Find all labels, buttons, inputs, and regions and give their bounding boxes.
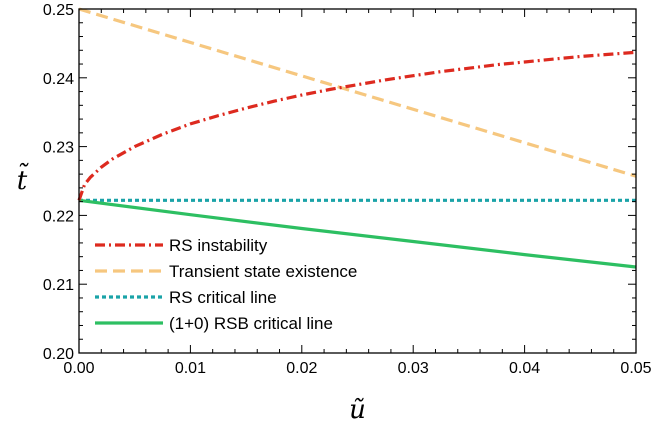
x-axis-label: ũ [349,395,366,425]
y-tick-label: 0.24 [43,71,74,88]
y-tick-label: 0.25 [43,2,74,19]
series-line-1 [77,50,637,201]
series-line-4 [78,198,637,269]
ticks-layer: 0.00 0.01 0.02 0.03 0.04 0.05 0.20 0.21 0.22 0.23… [43,2,652,377]
y-axis-label: t̃ [17,162,30,196]
legend-label: Transient state existence [169,262,357,281]
y-tick-label: 0.22 [43,208,74,225]
x-tick-label: 0.02 [286,360,317,377]
y-tick-label: 0.21 [43,277,74,294]
legend-label: (1+0) RSB critical line [169,314,333,333]
y-tick-label: 0.23 [43,140,74,157]
x-tick-label: 0.05 [620,360,651,377]
legend-label: RS critical line [169,288,277,307]
x-tick-label: 0.00 [63,360,94,377]
series-layer [77,7,637,269]
legend-label: RS instability [169,236,268,255]
legend: RS instability Transient state existence R… [95,236,357,333]
y-tick-label: 0.20 [43,346,74,363]
x-tick-label: 0.04 [509,360,540,377]
x-tick-label: 0.03 [398,360,429,377]
x-tick-label: 0.01 [175,360,206,377]
series-line-2 [78,7,637,178]
plot-frame [78,8,637,354]
